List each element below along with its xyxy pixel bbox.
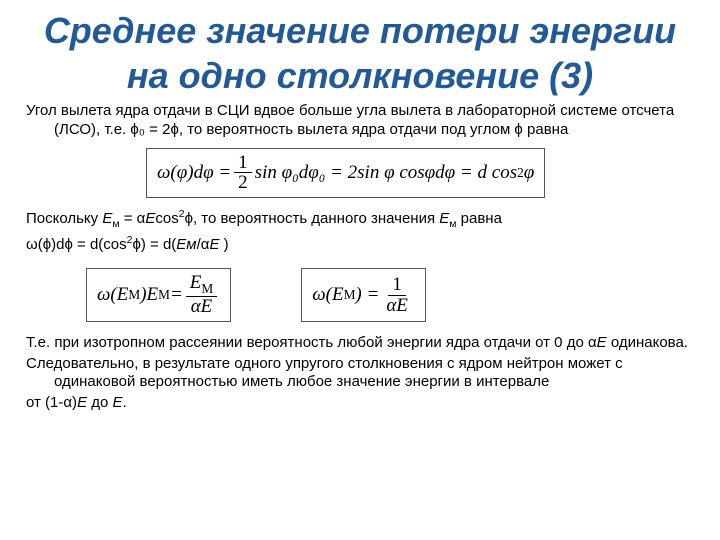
f1-sup: 2 (517, 165, 524, 181)
f2-num: EM (186, 273, 217, 297)
f2-num-s: M (201, 281, 213, 296)
p2-em: Е (102, 210, 112, 227)
p3-Em: Ем (176, 236, 196, 253)
p5-text: Следовательно, в результате одного упруг… (26, 355, 623, 391)
p2-cos: cos (155, 210, 178, 227)
f2-l1: ω(Ε (97, 284, 128, 306)
f1-tail: φ (524, 162, 535, 184)
paragraph-1-text: Угол вылета ядра отдачи в СЦИ вдвое боль… (26, 102, 674, 138)
paragraph-6: от (1-α)Е до Е. (26, 394, 694, 413)
formula-row-2: ω(ΕM)EM = EM αE ω(ΕM) = 1 αE (86, 268, 694, 322)
f3-den: αE (382, 296, 412, 316)
formula-row-1: ω(φ)dφ = 1 2 sin φ₀dφ₀ = 2sin φ cosφdφ =… (146, 148, 694, 199)
f2-eq: = (170, 284, 183, 306)
f3-den-t: αE (386, 295, 408, 316)
f1-num: 1 (234, 153, 252, 174)
paragraph-3: ω(ϕ)dϕ = d(cos2ϕ) = d(Ем/αE ) (26, 234, 694, 255)
f2-den: αE (187, 297, 217, 317)
title-line-2: на одно столкновение (3) (127, 55, 593, 96)
p2-mid: = α (120, 210, 146, 227)
formula-omega-em-em: ω(ΕM)EM = EM αE (86, 268, 231, 322)
slide: Среднее значение потери энергии на одно … (0, 0, 720, 540)
f2-frac: EM αE (186, 273, 217, 317)
p3-end: ) (219, 236, 228, 253)
paragraph-5: Следовательно, в результате одного упруг… (26, 355, 694, 393)
p4-end: одинакова. (607, 334, 688, 351)
p3-slash: /α (197, 236, 210, 253)
p2-E: E (145, 210, 155, 227)
p3-pre: ω(ϕ)dϕ = d(cos (26, 236, 127, 253)
p6-E2: Е (113, 394, 123, 411)
formula-omega-dphi: ω(φ)dφ = 1 2 sin φ₀dφ₀ = 2sin φ cosφdφ =… (146, 148, 545, 199)
p6-end: . (123, 394, 127, 411)
f1-mid: sin φ₀dφ₀ = 2sin φ cosφdφ = d cos (255, 162, 517, 184)
paragraph-2: Поскольку Ем = αEcos2ϕ, то вероятность д… (26, 208, 694, 231)
p2-phi: ϕ, то вероятность данного значения (185, 210, 440, 227)
p6-pre: от (1-α) (26, 394, 77, 411)
f1-den: 2 (234, 173, 252, 193)
p3-E: E (209, 236, 219, 253)
p2-end: равна (456, 210, 501, 227)
f1-frac: 1 2 (234, 153, 252, 194)
f2-den-t: αE (191, 296, 213, 317)
p4-pre: Т.е. при изотропном рассеянии вероятност… (26, 334, 597, 351)
p3-mid: ϕ) = d( (132, 236, 176, 253)
p2-pre: Поскольку (26, 210, 102, 227)
slide-title: Среднее значение потери энергии на одно … (26, 8, 694, 98)
paragraph-4: Т.е. при изотропном рассеянии вероятност… (26, 334, 694, 353)
f2-s1: M (128, 287, 140, 303)
paragraph-1: Угол вылета ядра отдачи в СЦИ вдвое боль… (26, 102, 694, 140)
f3-s1: M (344, 287, 356, 303)
p2-sub: м (112, 218, 119, 230)
p6-E1: Е (77, 394, 87, 411)
f2-s2: M (158, 287, 170, 303)
f1-lhs: ω(φ)dφ = (157, 162, 231, 184)
f2-l2: )E (140, 284, 158, 306)
formula-omega-em: ω(ΕM) = 1 αE (301, 268, 426, 322)
f3-l1: ω(Ε (312, 284, 343, 306)
f3-num: 1 (388, 275, 406, 296)
p2-em2: Е (439, 210, 449, 227)
p4-E: Е (597, 334, 607, 351)
f3-l2: ) = (355, 284, 379, 306)
f2-num-e: E (190, 272, 202, 293)
p6-mid: до (87, 394, 112, 411)
title-line-1: Среднее значение потери энергии (44, 10, 676, 51)
f3-frac: 1 αE (382, 275, 412, 316)
